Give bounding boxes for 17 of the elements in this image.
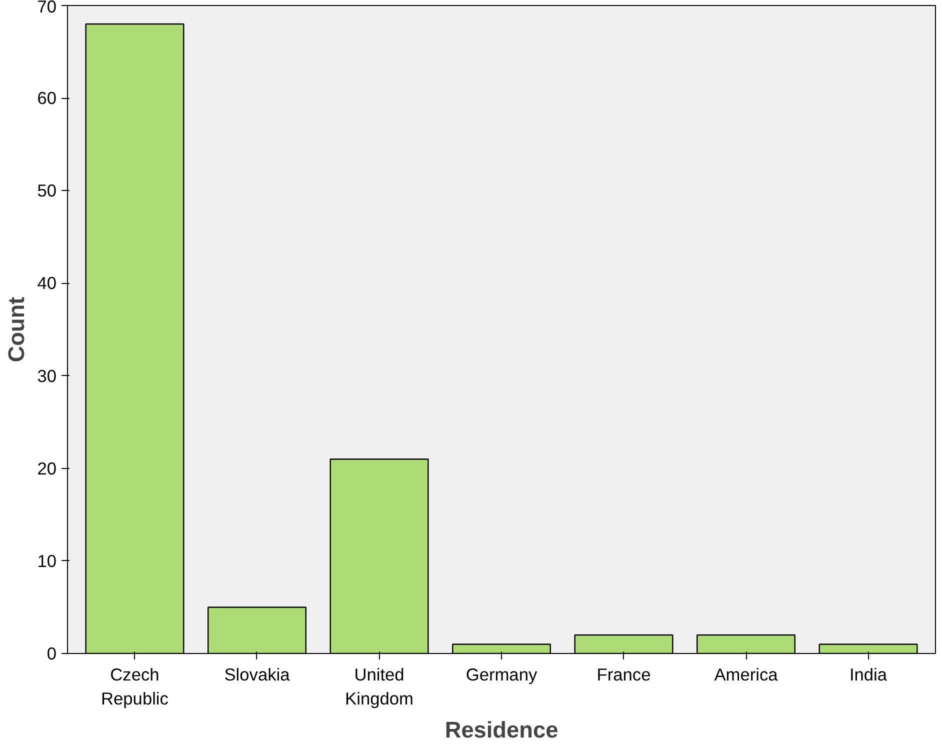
y-tick-label: 60 [37, 88, 57, 108]
x-tick-label: United Kingdom [345, 664, 414, 708]
y-tick-label: 10 [37, 550, 57, 571]
x-tick-label: Germany [466, 664, 538, 684]
y-tick-label: 40 [37, 273, 57, 294]
x-tick-label: France [596, 664, 651, 684]
x-tick-label: Slovakia [224, 664, 290, 684]
x-tick-label: India [849, 664, 888, 684]
y-tick-label: 0 [46, 644, 57, 664]
y-tick-label: 20 [37, 458, 57, 478]
y-tick-label: 50 [37, 180, 57, 201]
y-axis-title: Count [3, 296, 30, 362]
x-tick-label: Czech Republic [101, 664, 169, 708]
x-tick-label: America [714, 664, 778, 684]
x-axis-title: Residence [444, 716, 558, 742]
y-tick-label: 70 [37, 0, 57, 16]
y-tick-label: 30 [37, 366, 57, 386]
